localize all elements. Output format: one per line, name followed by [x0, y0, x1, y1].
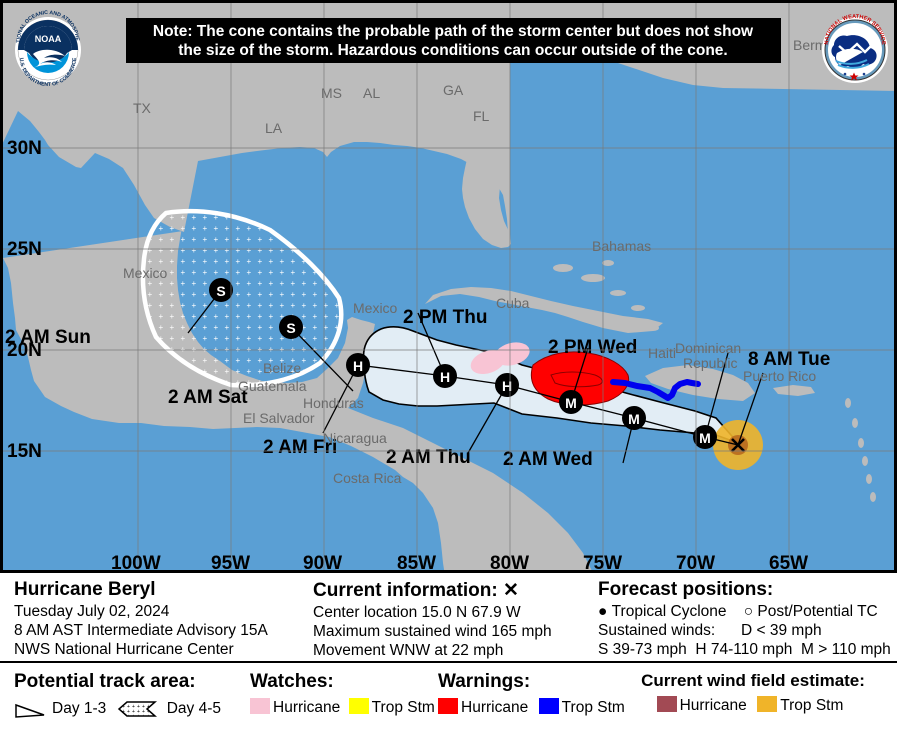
- svg-text:H: H: [353, 358, 363, 374]
- svg-text:S: S: [216, 283, 225, 299]
- svg-text:Costa Rica: Costa Rica: [333, 470, 402, 486]
- svg-text:H: H: [440, 369, 450, 385]
- svg-text:AL: AL: [363, 85, 380, 101]
- svg-text:M: M: [628, 411, 640, 427]
- svg-text:85W: 85W: [397, 553, 436, 573]
- svg-text:the size of the storm. Hazardo: the size of the storm. Hazardous conditi…: [178, 42, 727, 59]
- svg-text:GA: GA: [443, 82, 464, 98]
- svg-text:25N: 25N: [7, 239, 42, 260]
- svg-text:100W: 100W: [111, 553, 161, 573]
- svg-text:Belize: Belize: [263, 360, 301, 376]
- svg-text:Bahamas: Bahamas: [592, 238, 651, 254]
- svg-text:90W: 90W: [303, 553, 342, 573]
- svg-text:Republic: Republic: [683, 355, 737, 371]
- svg-text:Mexico: Mexico: [353, 300, 398, 316]
- svg-text:M: M: [699, 430, 711, 446]
- svg-text:Dominican: Dominican: [675, 340, 741, 356]
- svg-text:2 AM Thu: 2 AM Thu: [386, 447, 471, 468]
- svg-text:30N: 30N: [7, 138, 42, 159]
- svg-text:2 PM Thu: 2 PM Thu: [403, 307, 487, 328]
- svg-text:Puerto Rico: Puerto Rico: [743, 368, 816, 384]
- svg-text:70W: 70W: [676, 553, 715, 573]
- svg-text:Nicaragua: Nicaragua: [323, 430, 387, 446]
- svg-text:Note: The cone contains the pr: Note: The cone contains the probable pat…: [153, 23, 754, 40]
- svg-text:Cuba: Cuba: [496, 295, 530, 311]
- svg-text:NOAA: NOAA: [35, 34, 62, 44]
- svg-text:95W: 95W: [211, 553, 250, 573]
- svg-text:15N: 15N: [7, 441, 42, 462]
- svg-text:75W: 75W: [583, 553, 622, 573]
- svg-text:TX: TX: [133, 100, 152, 116]
- svg-text:El Salvador: El Salvador: [243, 410, 315, 426]
- svg-text:2 AM Sat: 2 AM Sat: [168, 387, 248, 408]
- svg-text:2 AM Wed: 2 AM Wed: [503, 449, 593, 470]
- svg-text:Honduras: Honduras: [303, 395, 364, 411]
- svg-text:FL: FL: [473, 108, 490, 124]
- svg-text:2 PM Wed: 2 PM Wed: [548, 337, 637, 358]
- svg-text:S: S: [286, 320, 295, 336]
- svg-text:20N: 20N: [7, 340, 42, 361]
- svg-text:Haiti: Haiti: [648, 345, 676, 361]
- svg-text:80W: 80W: [490, 553, 529, 573]
- svg-text:LA: LA: [265, 120, 283, 136]
- svg-text:M: M: [565, 395, 577, 411]
- svg-text:MS: MS: [321, 85, 342, 101]
- svg-text:Guatemala: Guatemala: [238, 378, 307, 394]
- svg-text:65W: 65W: [769, 553, 808, 573]
- svg-text:Mexico: Mexico: [123, 265, 168, 281]
- svg-text:H: H: [502, 378, 512, 394]
